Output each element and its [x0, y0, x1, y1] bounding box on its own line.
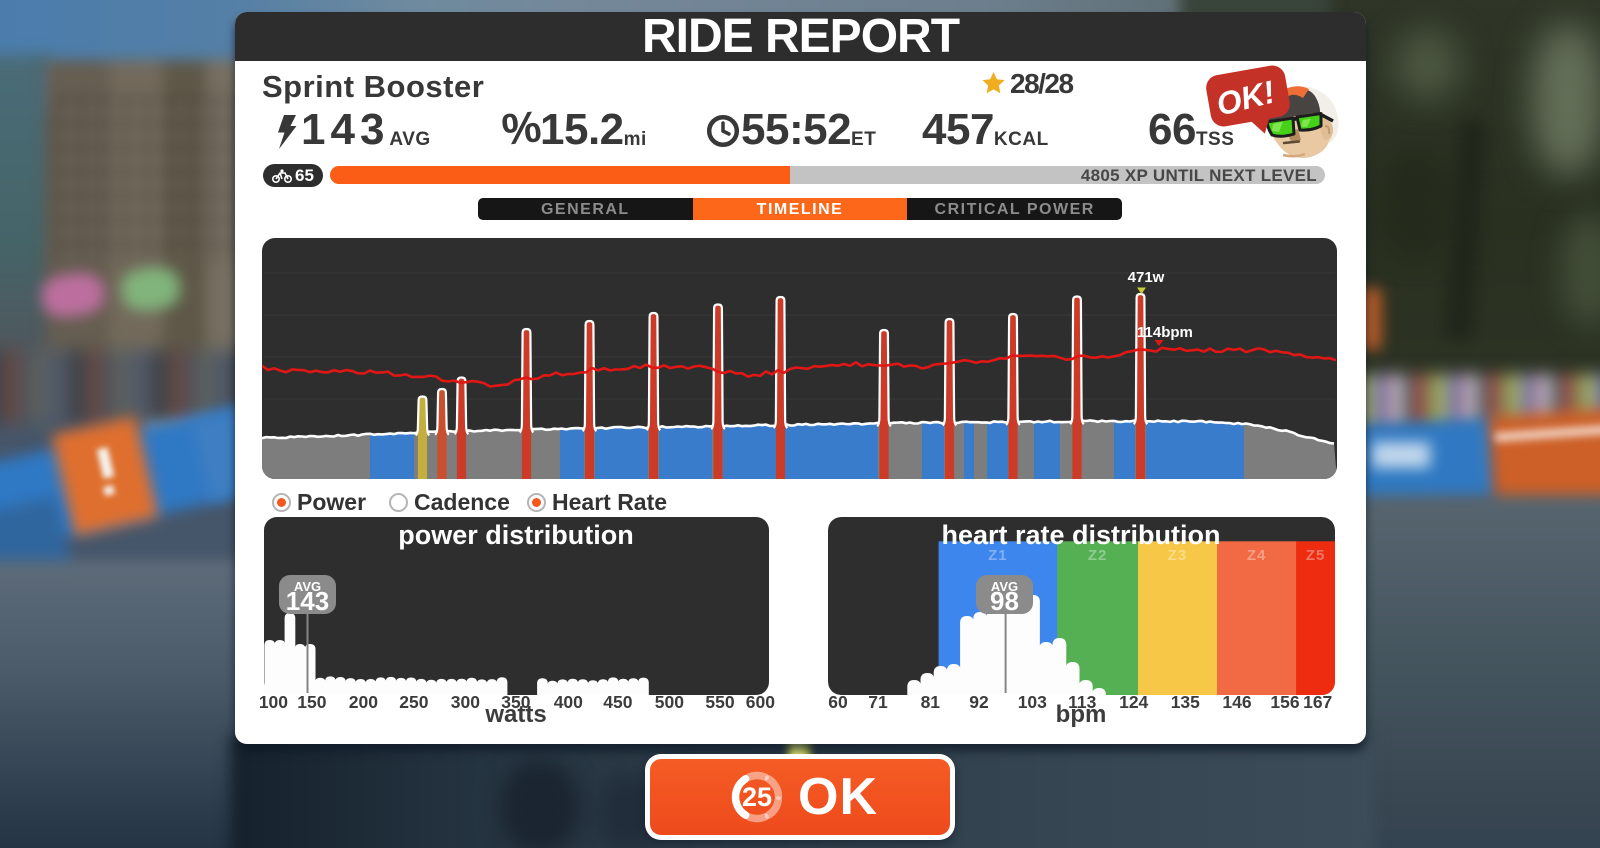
svg-text:100: 100 [259, 692, 288, 712]
svg-text:Z5: Z5 [1306, 547, 1326, 564]
svg-text:Z3: Z3 [1168, 547, 1188, 564]
svg-text:450: 450 [603, 692, 632, 712]
svg-text:113: 113 [1068, 692, 1096, 712]
svg-text:143: 143 [286, 586, 329, 616]
svg-text:81: 81 [921, 692, 941, 712]
svg-text:71: 71 [868, 692, 888, 712]
svg-text:Z1: Z1 [988, 547, 1008, 564]
svg-text:103: 103 [1018, 692, 1047, 712]
svg-text:167: 167 [1303, 692, 1332, 712]
svg-text:AVG: AVG [991, 579, 1018, 594]
svg-text:350: 350 [501, 692, 530, 712]
svg-text:146: 146 [1222, 692, 1251, 712]
svg-text:135: 135 [1171, 692, 1200, 712]
svg-text:bpm: bpm [1056, 701, 1107, 728]
svg-text:Z2: Z2 [1088, 547, 1108, 564]
svg-text:heart rate distribution: heart rate distribution [941, 520, 1220, 550]
svg-text:300: 300 [451, 692, 480, 712]
svg-text:200: 200 [349, 692, 378, 712]
svg-text:471w: 471w [1128, 269, 1165, 286]
svg-text:60: 60 [828, 692, 848, 712]
svg-text:600: 600 [746, 692, 775, 712]
svg-text:156: 156 [1270, 692, 1299, 712]
svg-text:114bpm: 114bpm [1137, 324, 1193, 341]
svg-text:500: 500 [655, 692, 684, 712]
svg-text:98: 98 [990, 586, 1019, 616]
svg-text:Z4: Z4 [1247, 547, 1267, 564]
svg-text:power distribution: power distribution [398, 520, 634, 550]
svg-text:watts: watts [484, 701, 546, 728]
svg-text:150: 150 [297, 692, 326, 712]
svg-text:124: 124 [1119, 692, 1148, 712]
svg-text:AVG: AVG [294, 579, 321, 594]
svg-text:250: 250 [399, 692, 428, 712]
svg-text:92: 92 [969, 692, 989, 712]
svg-text:400: 400 [554, 692, 583, 712]
svg-text:550: 550 [705, 692, 734, 712]
